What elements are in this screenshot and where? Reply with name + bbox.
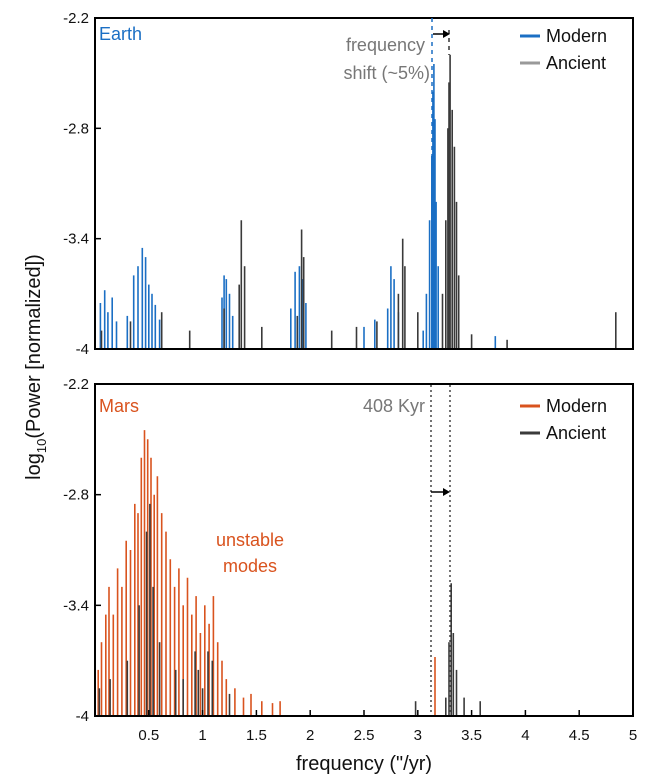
frequency-shift-label-line2: shift (~5%): [343, 63, 430, 83]
mars-shift-arrowhead: [443, 488, 450, 496]
mars-x-tick-label: 4.5: [569, 727, 590, 744]
mars-panel: -2.2 -2.8 -3.4 -4 0.5 1 1.5 2 2.5 3 3.5 4 4.5 5 Mars…: [63, 376, 637, 775]
mars-x-tick-label: 0.5: [138, 727, 159, 744]
earth-panel-label: Earth: [99, 24, 142, 44]
mars-x-tick-label: 5: [629, 727, 637, 744]
earth-y-tick-label: -2.2: [63, 10, 89, 27]
earth-series-ancient: [100, 54, 617, 349]
earth-legend: Modern Ancient: [520, 26, 607, 73]
mars-legend-ancient-label: Ancient: [546, 423, 606, 443]
mars-x-tick-label: 2.5: [354, 727, 375, 744]
y-axis-title-log: log: [23, 453, 45, 480]
earth-legend-modern-label: Modern: [546, 26, 607, 46]
mars-x-tick-label: 4: [521, 727, 529, 744]
earth-panel: -2.2 -2.8 -3.4 -4 Earth frequency shift (~5…: [63, 10, 634, 358]
mars-y-tick-label: -3.4: [63, 597, 89, 614]
mars-legend: Modern Ancient: [520, 396, 607, 443]
earth-y-tick-label: -3.4: [63, 231, 89, 248]
x-axis-title: frequency ("/yr): [296, 753, 432, 775]
mars-x-ticks: 0.5 1 1.5 2 2.5 3 3.5 4 4.5 5: [138, 710, 637, 744]
unstable-modes-label-line1: unstable: [216, 530, 284, 550]
earth-series: [99, 54, 617, 349]
earth-y-tick-label: -4: [76, 341, 89, 358]
mars-series: [97, 430, 482, 716]
period-label: 408 Kyr: [363, 396, 425, 416]
earth-series-modern: [99, 64, 497, 349]
earth-shift-arrowhead: [443, 30, 450, 38]
mars-series-ancient: [98, 503, 482, 716]
frequency-shift-label-line1: frequency: [346, 35, 425, 55]
y-axis-title: log10(Power [normalized]): [23, 254, 49, 480]
mars-x-tick-label: 2: [306, 727, 314, 744]
mars-legend-modern-label: Modern: [546, 396, 607, 416]
mars-plot-frame: [94, 383, 634, 717]
mars-y-ticks: -2.2 -2.8 -3.4 -4: [63, 376, 101, 725]
mars-series-modern: [97, 430, 436, 716]
mars-x-tick-label: 1: [198, 727, 206, 744]
mars-panel-label: Mars: [99, 396, 139, 416]
y-axis-title-rest: (Power [normalized]): [23, 254, 45, 439]
mars-x-tick-label: 3: [414, 727, 422, 744]
earth-y-ticks: -2.2 -2.8 -3.4 -4: [63, 10, 101, 358]
mars-x-tick-label: 3.5: [461, 727, 482, 744]
y-axis-title-subscript: 10: [34, 439, 49, 453]
earth-y-tick-label: -2.8: [63, 120, 89, 137]
mars-y-tick-label: -2.2: [63, 376, 89, 393]
earth-legend-ancient-label: Ancient: [546, 53, 606, 73]
mars-x-tick-label: 1.5: [246, 727, 267, 744]
mars-y-tick-label: -4: [76, 708, 89, 725]
unstable-modes-label-line2: modes: [223, 556, 277, 576]
earth-plot-frame: [94, 17, 634, 350]
mars-y-tick-label: -2.8: [63, 487, 89, 504]
